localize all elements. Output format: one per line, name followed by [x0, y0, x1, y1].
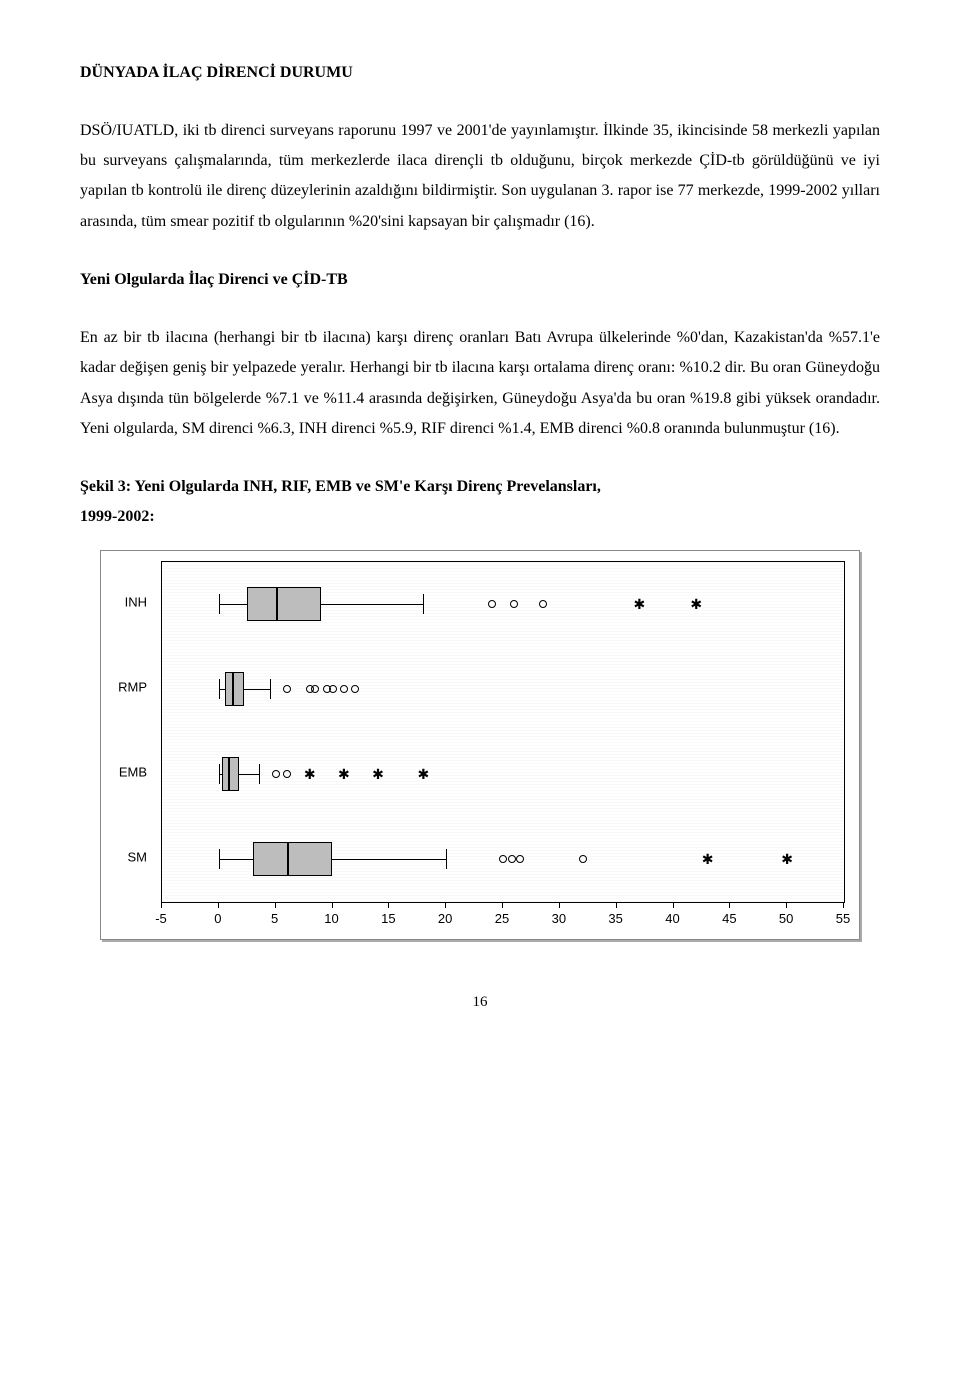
- x-tick: [843, 902, 844, 908]
- x-axis-label: 25: [495, 909, 509, 930]
- figure-caption-line-2: 1999-2002:: [80, 504, 880, 530]
- outlier-star-icon: ✱: [338, 767, 350, 781]
- outlier-star-icon: ✱: [781, 852, 793, 866]
- outlier-circle-icon: [579, 855, 587, 863]
- figure-caption-line-1: Şekil 3: Yeni Olgularda INH, RIF, EMB ve…: [80, 474, 880, 500]
- outlier-circle-icon: [499, 855, 507, 863]
- x-tick: [275, 902, 276, 908]
- outlier-circle-icon: [283, 685, 291, 693]
- median-line: [228, 757, 230, 791]
- x-tick: [559, 902, 560, 908]
- x-tick: [388, 902, 389, 908]
- x-tick: [445, 902, 446, 908]
- outlier-circle-icon: [508, 855, 516, 863]
- outlier-star-icon: ✱: [418, 767, 430, 781]
- outlier-star-icon: ✱: [372, 767, 384, 781]
- outlier-circle-icon: [272, 770, 280, 778]
- outlier-circle-icon: [340, 685, 348, 693]
- outlier-star-icon: ✱: [690, 597, 702, 611]
- whisker-cap: [259, 764, 260, 784]
- y-axis-label: SM: [101, 848, 147, 869]
- outlier-circle-icon: [510, 600, 518, 608]
- boxplot-row: [162, 669, 844, 709]
- box: [253, 842, 333, 876]
- x-tick: [673, 902, 674, 908]
- x-tick: [616, 902, 617, 908]
- x-axis: -50510152025303540455055: [161, 903, 845, 933]
- x-axis-label: 40: [665, 909, 679, 930]
- x-axis-label: 10: [324, 909, 338, 930]
- x-axis-label: 45: [722, 909, 736, 930]
- whisker-cap: [219, 679, 220, 699]
- y-axis-label: EMB: [101, 763, 147, 784]
- x-tick: [332, 902, 333, 908]
- box: [247, 587, 321, 621]
- x-axis-label: 35: [608, 909, 622, 930]
- whisker-cap: [219, 764, 220, 784]
- page-number: 16: [80, 990, 880, 1014]
- paragraph-1: DSÖ/IUATLD, iki tb direnci surveyans rap…: [80, 116, 880, 238]
- y-axis-label: INH: [101, 593, 147, 614]
- boxplot-row: ✱✱: [162, 839, 844, 879]
- x-tick: [729, 902, 730, 908]
- outlier-star-icon: ✱: [702, 852, 714, 866]
- outlier-circle-icon: [539, 600, 547, 608]
- sub-section-title: Yeni Olgularda İlaç Direnci ve ÇİD-TB: [80, 267, 880, 293]
- outlier-circle-icon: [488, 600, 496, 608]
- outlier-circle-icon: [283, 770, 291, 778]
- boxplot-row: ✱ ✱ ✱ ✱: [162, 754, 844, 794]
- outlier-circle-icon: [516, 855, 524, 863]
- box: [222, 757, 239, 791]
- whisker-cap: [270, 679, 271, 699]
- whisker-cap: [423, 594, 424, 614]
- outlier-circle-icon: [311, 685, 319, 693]
- whisker-cap: [446, 849, 447, 869]
- median-line: [276, 587, 278, 621]
- median-line: [232, 672, 234, 706]
- boxplot-chart: INHRMPEMBSM ✱✱✱✱✱✱✱✱ -505101520253035404…: [100, 550, 860, 940]
- whisker-cap: [219, 594, 220, 614]
- x-axis-label: 15: [381, 909, 395, 930]
- outlier-star-icon: ✱: [634, 597, 646, 611]
- x-tick: [218, 902, 219, 908]
- x-axis-label: 55: [836, 909, 850, 930]
- y-axis-labels: INH RMP EMB SM: [101, 561, 151, 899]
- paragraph-2: En az bir tb ilacına (herhangi bir tb il…: [80, 323, 880, 445]
- x-axis-label: 5: [271, 909, 278, 930]
- x-tick: [786, 902, 787, 908]
- section-title: DÜNYADA İLAÇ DİRENCİ DURUMU: [80, 60, 880, 86]
- whisker-cap: [219, 849, 220, 869]
- x-axis-label: 0: [214, 909, 221, 930]
- y-axis-label: RMP: [101, 678, 147, 699]
- x-axis-label: 30: [552, 909, 566, 930]
- x-axis-label: 50: [779, 909, 793, 930]
- x-axis-label: 20: [438, 909, 452, 930]
- outlier-circle-icon: [329, 685, 337, 693]
- outlier-star-icon: ✱: [304, 767, 316, 781]
- plot-area: ✱✱✱✱✱✱✱✱: [161, 561, 845, 903]
- x-axis-label: -5: [155, 909, 167, 930]
- x-tick: [161, 902, 162, 908]
- boxplot-row: ✱✱: [162, 584, 844, 624]
- median-line: [287, 842, 289, 876]
- outlier-circle-icon: [351, 685, 359, 693]
- x-tick: [502, 902, 503, 908]
